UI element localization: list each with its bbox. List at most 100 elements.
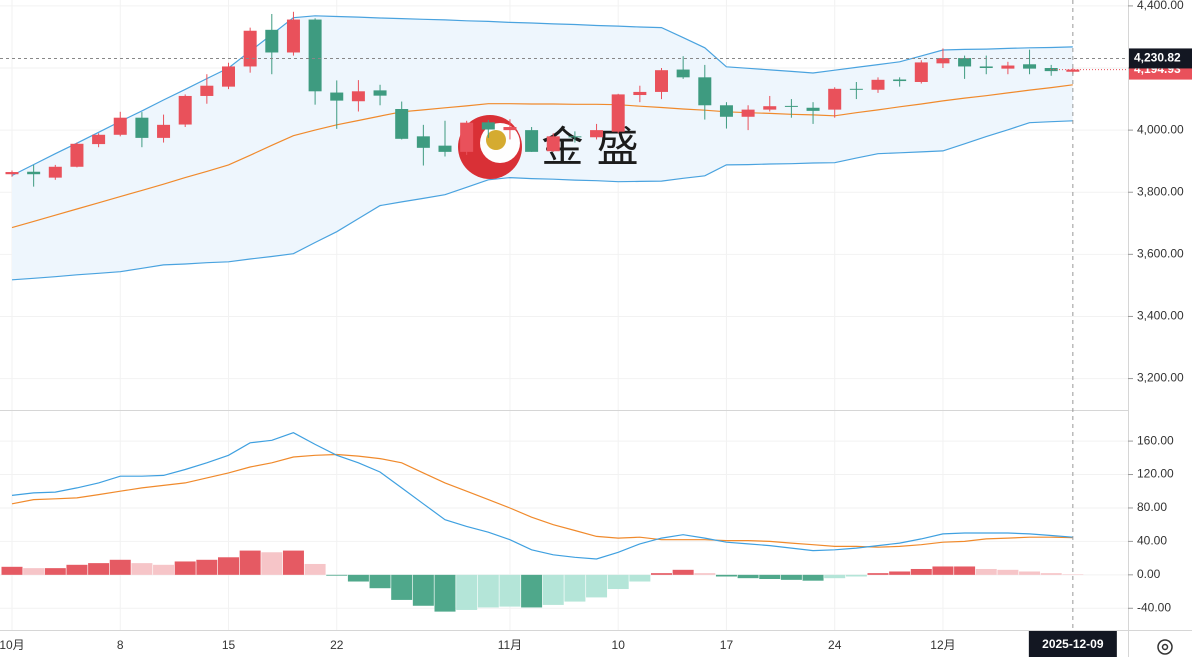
histogram-bar xyxy=(975,568,997,575)
histogram-bar xyxy=(218,557,239,575)
logo-coin xyxy=(486,130,506,150)
histogram-bar xyxy=(23,568,45,575)
candle-body xyxy=(525,130,539,152)
candle-body xyxy=(893,79,907,82)
histogram-bar xyxy=(845,574,867,577)
x-tick-label: 10 xyxy=(612,638,626,652)
histogram-bar xyxy=(499,574,521,607)
histogram-bar xyxy=(347,574,369,582)
histogram-bar xyxy=(542,574,564,605)
histogram-bar xyxy=(131,563,153,575)
x-tick-label: 17 xyxy=(720,638,734,652)
histogram-bar xyxy=(867,573,889,575)
candles xyxy=(0,11,1128,187)
histogram-bar xyxy=(153,564,175,575)
histogram-bar xyxy=(1062,574,1084,575)
histogram-bar xyxy=(282,550,304,575)
histogram-bar xyxy=(780,574,802,580)
crosshair-price-label: 4,230.82 xyxy=(1134,51,1181,65)
y-tick-label: 120.00 xyxy=(1137,467,1174,481)
histogram-bar xyxy=(261,552,283,575)
candle-body xyxy=(5,172,19,175)
candle-body xyxy=(958,58,972,67)
candle-body xyxy=(135,117,149,138)
histogram-bar xyxy=(1019,571,1041,575)
histogram-bar xyxy=(564,574,586,602)
histogram-bar xyxy=(1040,573,1062,575)
histogram-bar xyxy=(910,568,932,575)
candle-body xyxy=(590,130,604,138)
y-tick-label: 3,800.00 xyxy=(1137,184,1184,198)
histogram-bar xyxy=(672,569,694,575)
histogram-bar xyxy=(456,574,478,610)
histogram-bar xyxy=(391,574,413,600)
histogram-bar xyxy=(521,574,543,608)
settings-gear-center xyxy=(1161,643,1169,651)
y-tick-label: 3,600.00 xyxy=(1137,247,1184,261)
histogram-bar xyxy=(66,564,88,575)
histogram-bar xyxy=(174,561,196,575)
y-tick-label: 80.00 xyxy=(1137,500,1167,514)
candle-body xyxy=(979,66,993,69)
histogram-bar xyxy=(477,574,499,608)
histogram-bar xyxy=(694,573,716,575)
candle-body xyxy=(286,19,300,53)
candle-body xyxy=(1044,68,1058,72)
y-tick-label: 4,000.00 xyxy=(1137,122,1184,136)
crosshair-price-box xyxy=(1129,48,1192,69)
histogram-bar xyxy=(715,574,737,577)
settings-gear[interactable] xyxy=(1157,639,1173,655)
candle-body xyxy=(243,30,257,67)
histogram-bar xyxy=(88,563,110,575)
x-tick-label: 10月 xyxy=(0,638,25,652)
histogram-bar xyxy=(434,574,456,612)
candle-body xyxy=(871,79,885,90)
candle-body xyxy=(395,109,409,139)
histogram-bar xyxy=(607,574,629,590)
candle-body xyxy=(460,122,474,152)
candle-body xyxy=(763,106,777,110)
candle-body xyxy=(914,62,928,82)
candle-body xyxy=(849,88,863,90)
y-tick-label: 4,400.00 xyxy=(1137,0,1184,12)
candle-body xyxy=(676,69,690,78)
main-panel xyxy=(0,0,1128,410)
candle-body xyxy=(936,58,950,64)
crosshair-date-box xyxy=(1028,631,1117,657)
histogram-bar xyxy=(326,574,348,576)
histogram-bar xyxy=(954,566,976,575)
candle-body xyxy=(1001,65,1015,69)
candle-body xyxy=(568,136,582,138)
candle-body xyxy=(330,92,344,101)
histogram-bar xyxy=(759,574,781,580)
y-tick-label: 0.00 xyxy=(1137,567,1161,581)
candle-body xyxy=(373,90,387,96)
candle-body xyxy=(698,77,712,106)
x-tick-label: 15 xyxy=(222,638,236,652)
histogram-bar xyxy=(44,568,66,575)
settings-icon[interactable] xyxy=(1157,639,1173,655)
candle-body xyxy=(503,127,517,131)
candle-body xyxy=(416,136,430,148)
candle-body xyxy=(200,85,214,96)
candle-body xyxy=(113,117,127,135)
candle-body xyxy=(611,94,625,132)
x-tick-label: 24 xyxy=(828,638,842,652)
candle-body xyxy=(1066,69,1080,72)
candle-body xyxy=(308,19,322,92)
candle-body xyxy=(351,91,365,102)
histogram-bar xyxy=(369,574,391,589)
candle-body xyxy=(70,143,84,167)
candle-body xyxy=(222,66,235,87)
histogram-bar xyxy=(997,569,1019,575)
x-tick-label: 8 xyxy=(117,638,124,652)
bollinger-upper xyxy=(11,15,1073,177)
bollinger-lower xyxy=(11,120,1073,281)
candle-body xyxy=(27,171,41,175)
candle-body xyxy=(157,124,171,138)
histogram-bar xyxy=(824,574,846,579)
candle-body xyxy=(741,109,755,117)
histogram-bar xyxy=(109,559,131,575)
